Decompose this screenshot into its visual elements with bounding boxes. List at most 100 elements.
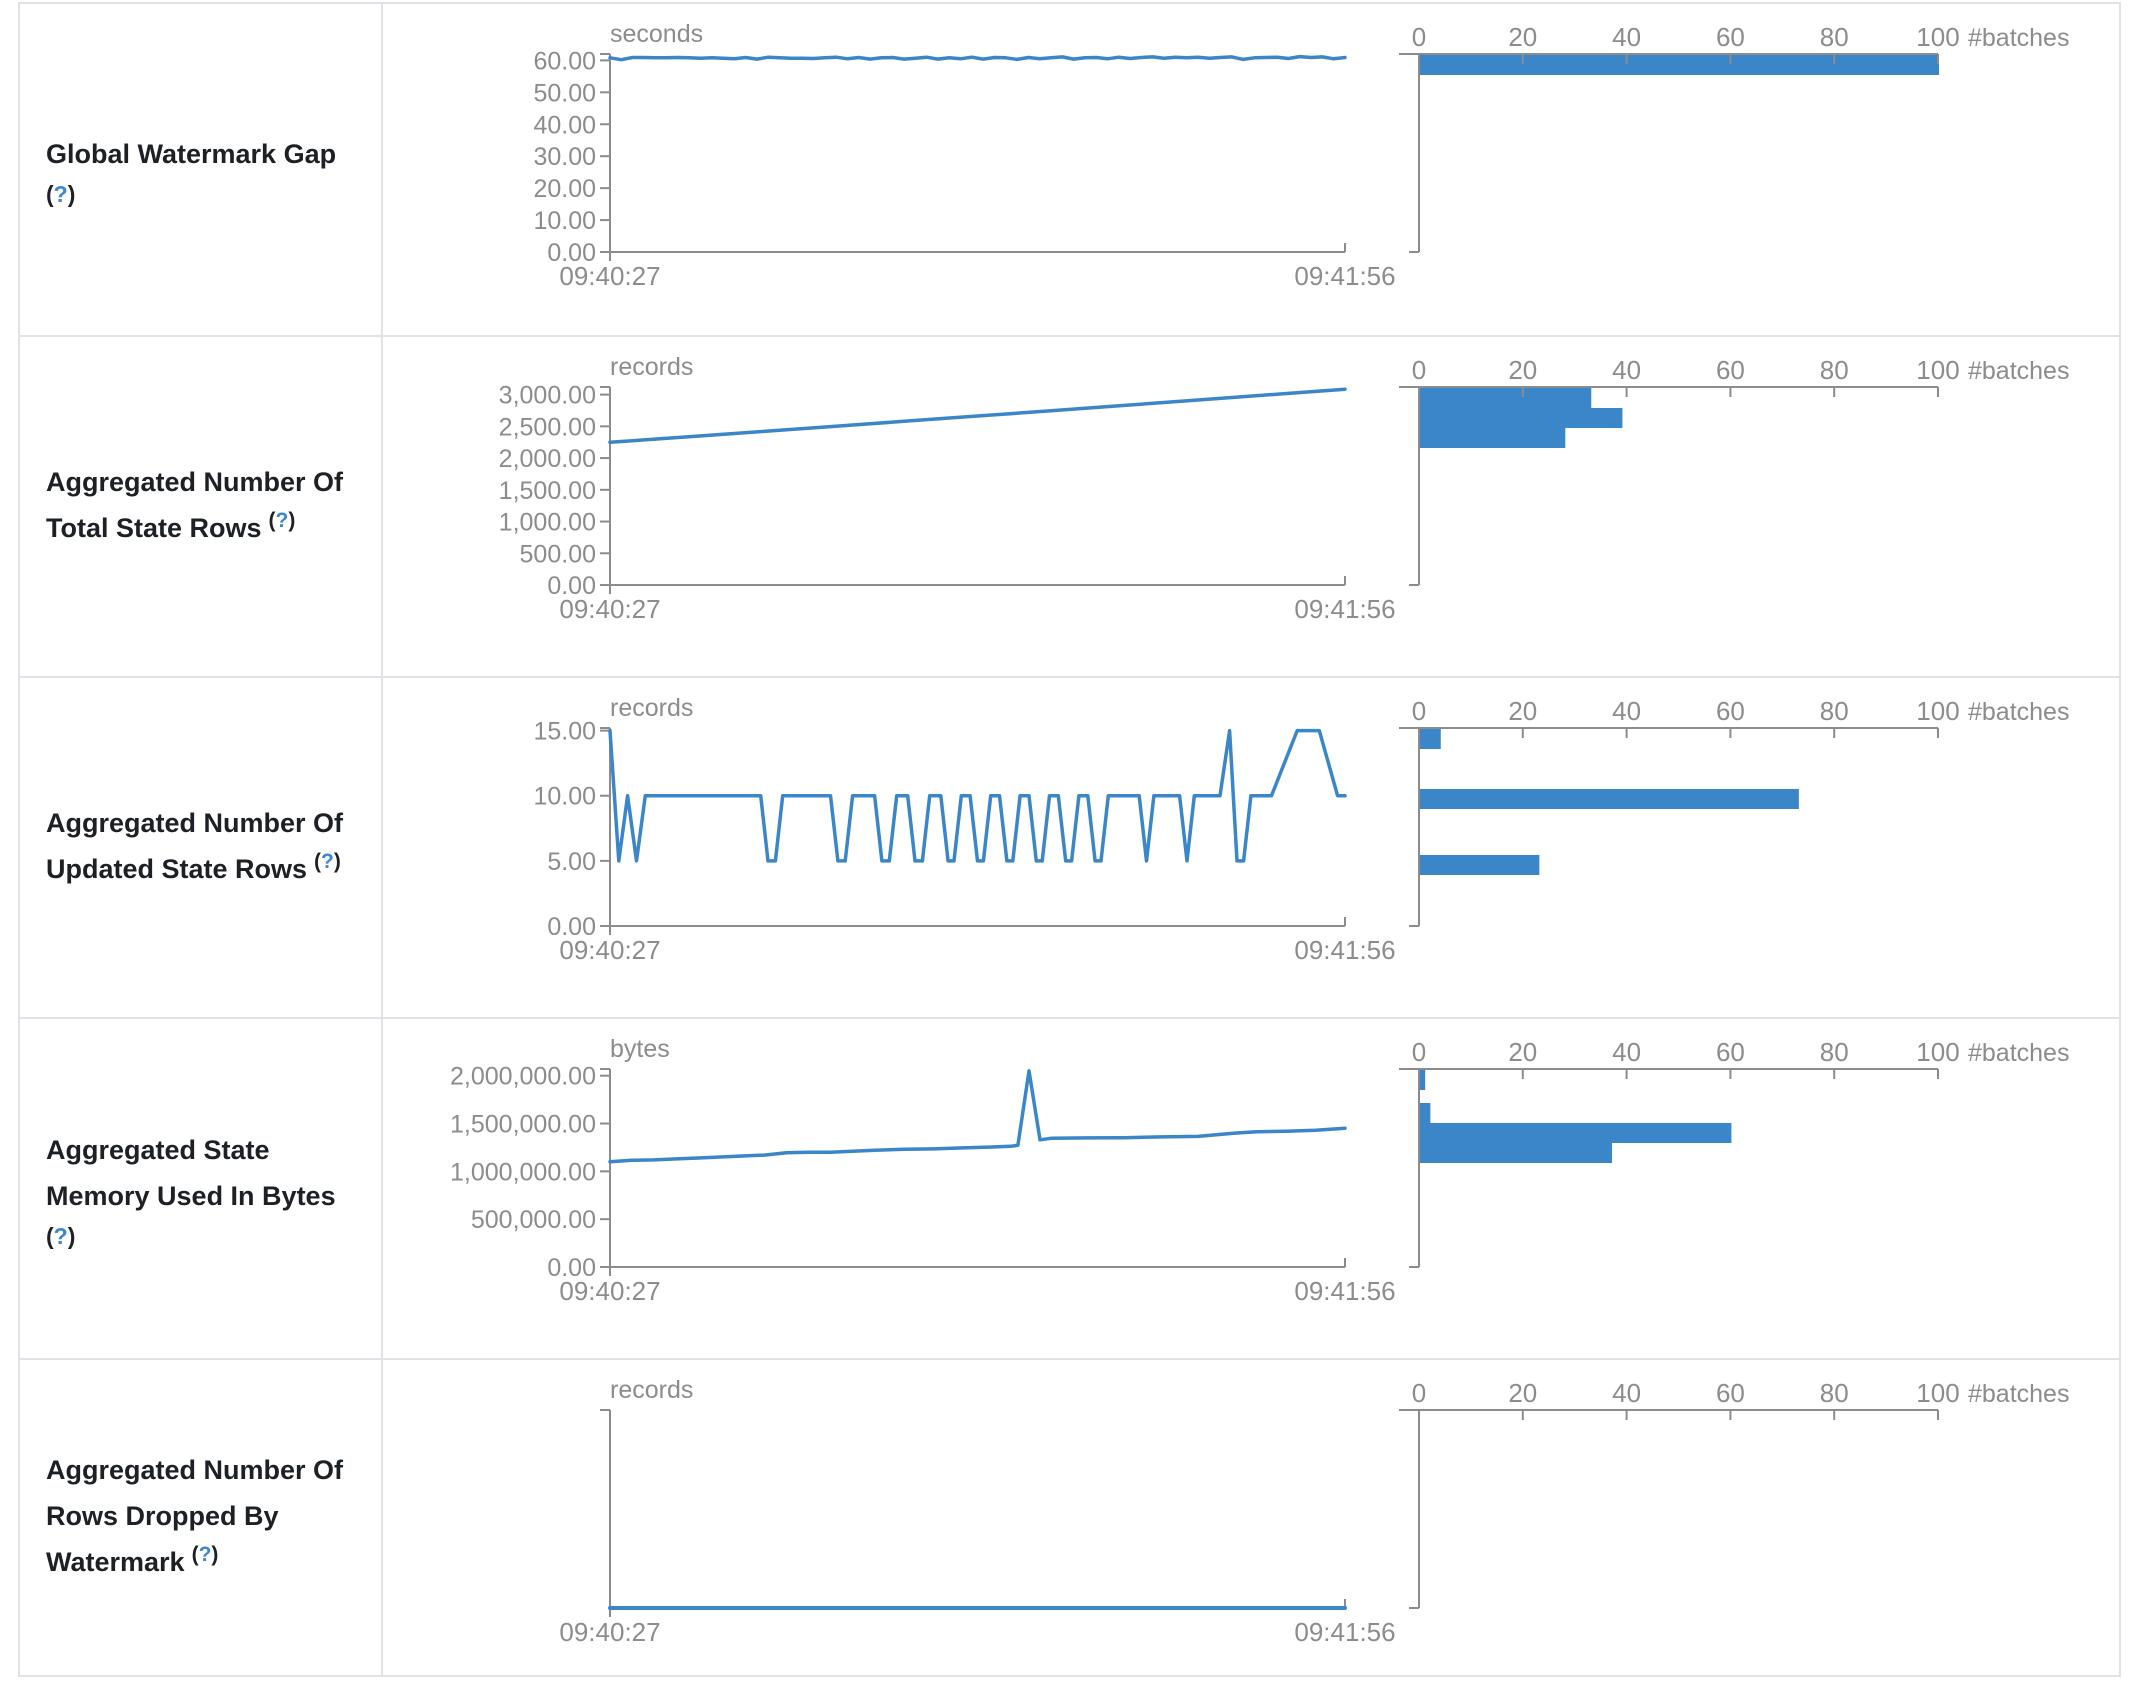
table-row: Aggregated Number Of Rows Dropped By Wat… bbox=[20, 1360, 2119, 1675]
y-tick-label: 2,500.00 bbox=[499, 413, 596, 441]
metric-label: Global Watermark Gap bbox=[46, 139, 337, 169]
hist-tick-label: 40 bbox=[1612, 1037, 1641, 1067]
histogram-bar bbox=[1420, 1143, 1613, 1163]
hist-tick-label: 0 bbox=[1412, 1378, 1426, 1408]
x-axis-label: 09:40:27 bbox=[559, 261, 660, 291]
hist-tick-label: 0 bbox=[1412, 696, 1426, 726]
hist-tick-label: 60 bbox=[1716, 1037, 1745, 1067]
y-tick-label: 0.00 bbox=[547, 1254, 596, 1282]
y-tick-label: 1,000,000.00 bbox=[450, 1158, 596, 1186]
histogram-bar bbox=[1420, 789, 1799, 809]
hist-tick-label: 80 bbox=[1820, 22, 1849, 52]
hist-tick-label: 80 bbox=[1820, 696, 1849, 726]
y-tick-label: 0.00 bbox=[547, 239, 596, 267]
help-link[interactable]: (?) bbox=[46, 181, 76, 207]
help-link[interactable]: (?) bbox=[46, 1223, 76, 1249]
hist-tick-label: 100 bbox=[1916, 1037, 1959, 1067]
y-tick-label: 2,000,000.00 bbox=[450, 1063, 596, 1091]
chart-cell: records 15.00 10.00 5.00 0.00 09:40:27 09:41:5… bbox=[383, 678, 2119, 1017]
histogram-bar bbox=[1420, 428, 1566, 448]
rows-dropped-charts: records 09:40:27 09:41:56 0 20 40 60 80 100 #batc… bbox=[559, 1376, 2069, 1647]
chart-cell: seconds 60.00 50.00 40.00 30.00 20.00 10.00 0.0… bbox=[383, 4, 2119, 335]
question-mark-icon: ? bbox=[198, 1543, 212, 1566]
question-mark-icon: ? bbox=[321, 850, 334, 873]
hist-axis-label: #batches bbox=[1968, 1380, 2069, 1408]
timeline-line bbox=[608, 54, 1347, 62]
hist-tick-label: 60 bbox=[1716, 22, 1745, 52]
histogram-bar bbox=[1420, 408, 1623, 428]
y-tick-label: 1,000.00 bbox=[499, 509, 596, 537]
x-axis-label: 09:40:27 bbox=[559, 594, 660, 624]
timeline-line bbox=[608, 728, 1347, 863]
y-tick-label: 15.00 bbox=[533, 718, 596, 746]
x-axis-label: 09:41:56 bbox=[1294, 1276, 1395, 1306]
y-tick-label: 10.00 bbox=[533, 207, 596, 235]
unit-label: records bbox=[610, 694, 693, 722]
hist-tick-label: 20 bbox=[1508, 696, 1537, 726]
y-tick-label: 60.00 bbox=[533, 47, 596, 75]
hist-tick-label: 60 bbox=[1716, 696, 1745, 726]
question-mark-icon: ? bbox=[53, 1223, 68, 1249]
hist-tick-label: 80 bbox=[1820, 1037, 1849, 1067]
histogram-bar bbox=[1420, 1070, 1426, 1090]
table-row: Aggregated State Memory Used In Bytes (?… bbox=[20, 1019, 2119, 1360]
y-tick-label: 0.00 bbox=[547, 572, 596, 600]
x-axis-label: 09:41:56 bbox=[1294, 594, 1395, 624]
question-mark-icon: ? bbox=[53, 181, 68, 207]
hist-axis-label: #batches bbox=[1968, 1039, 2069, 1067]
x-axis-label: 09:41:56 bbox=[1294, 935, 1395, 965]
help-link[interactable]: (?) bbox=[314, 850, 341, 873]
x-axis-label: 09:40:27 bbox=[559, 1617, 660, 1647]
hist-tick-label: 40 bbox=[1612, 355, 1641, 385]
histogram-bar bbox=[1420, 729, 1441, 749]
metric-label-cell: Aggregated Number Of Rows Dropped By Wat… bbox=[20, 1360, 383, 1675]
help-link[interactable]: (?) bbox=[268, 509, 296, 532]
y-tick-label: 500.00 bbox=[520, 540, 596, 568]
unit-label: records bbox=[610, 353, 693, 381]
unit-label: bytes bbox=[610, 1035, 670, 1063]
hist-tick-label: 100 bbox=[1916, 696, 1959, 726]
hist-axis-label: #batches bbox=[1968, 357, 2069, 385]
total-state-rows-charts: records 3,000.00 2,500.00 2,000.00 1,500.00 1… bbox=[499, 353, 2070, 624]
chart-cell: records 3,000.00 2,500.00 2,000.00 1,500.00 1… bbox=[383, 337, 2119, 676]
x-axis-label: 09:41:56 bbox=[1294, 1617, 1395, 1647]
histogram-bar bbox=[1420, 55, 1939, 75]
histogram-bar bbox=[1420, 1103, 1431, 1123]
y-tick-label: 3,000.00 bbox=[499, 382, 596, 410]
unit-label: records bbox=[610, 1376, 693, 1404]
watermark-gap-charts: seconds 60.00 50.00 40.00 30.00 20.00 10.00 0.0… bbox=[533, 20, 2069, 291]
question-mark-icon: ? bbox=[275, 509, 289, 532]
chart-cell: bytes 2,000,000.00 1,500,000.00 1,000,000.0… bbox=[383, 1019, 2119, 1358]
table-row: Aggregated Number Of Total State Rows (?)… bbox=[20, 337, 2119, 678]
x-axis-label: 09:40:27 bbox=[559, 1276, 660, 1306]
y-tick-label: 1,500.00 bbox=[499, 477, 596, 505]
unit-label: seconds bbox=[610, 20, 703, 48]
hist-tick-label: 20 bbox=[1508, 1037, 1537, 1067]
hist-tick-label: 100 bbox=[1916, 1378, 1959, 1408]
metric-label-cell: Aggregated Number Of Updated State Rows(… bbox=[20, 678, 383, 1017]
y-tick-label: 5.00 bbox=[547, 848, 596, 876]
y-tick-label: 0.00 bbox=[547, 913, 596, 941]
hist-tick-label: 20 bbox=[1508, 1378, 1537, 1408]
hist-tick-label: 100 bbox=[1916, 22, 1959, 52]
help-link[interactable]: (?) bbox=[191, 1543, 219, 1566]
x-axis-label: 09:40:27 bbox=[559, 935, 660, 965]
timeline-line bbox=[608, 387, 1347, 445]
metric-label: Aggregated State Memory Used In Bytes bbox=[46, 1135, 336, 1211]
y-tick-label: 30.00 bbox=[533, 143, 596, 171]
metric-label-cell: Aggregated Number Of Total State Rows (?) bbox=[20, 337, 383, 676]
hist-tick-label: 80 bbox=[1820, 355, 1849, 385]
histogram-bar bbox=[1420, 855, 1540, 875]
hist-tick-label: 0 bbox=[1412, 355, 1426, 385]
y-tick-label: 10.00 bbox=[533, 783, 596, 811]
table-row: Aggregated Number Of Updated State Rows(… bbox=[20, 678, 2119, 1019]
y-tick-label: 50.00 bbox=[533, 79, 596, 107]
hist-tick-label: 80 bbox=[1820, 1378, 1849, 1408]
metric-label: Aggregated Number Of Total State Rows (?) bbox=[46, 467, 344, 543]
state-memory-charts: bytes 2,000,000.00 1,500,000.00 1,000,000.0… bbox=[450, 1035, 2069, 1306]
table-row: Global Watermark Gap (?) seconds 60.00 50.… bbox=[20, 4, 2119, 337]
metric-label: Aggregated Number Of Rows Dropped By Wat… bbox=[46, 1455, 344, 1577]
chart-cell: records 09:40:27 09:41:56 0 20 40 60 80 100 #batc… bbox=[383, 1360, 2119, 1675]
hist-axis-label: #batches bbox=[1968, 698, 2069, 726]
